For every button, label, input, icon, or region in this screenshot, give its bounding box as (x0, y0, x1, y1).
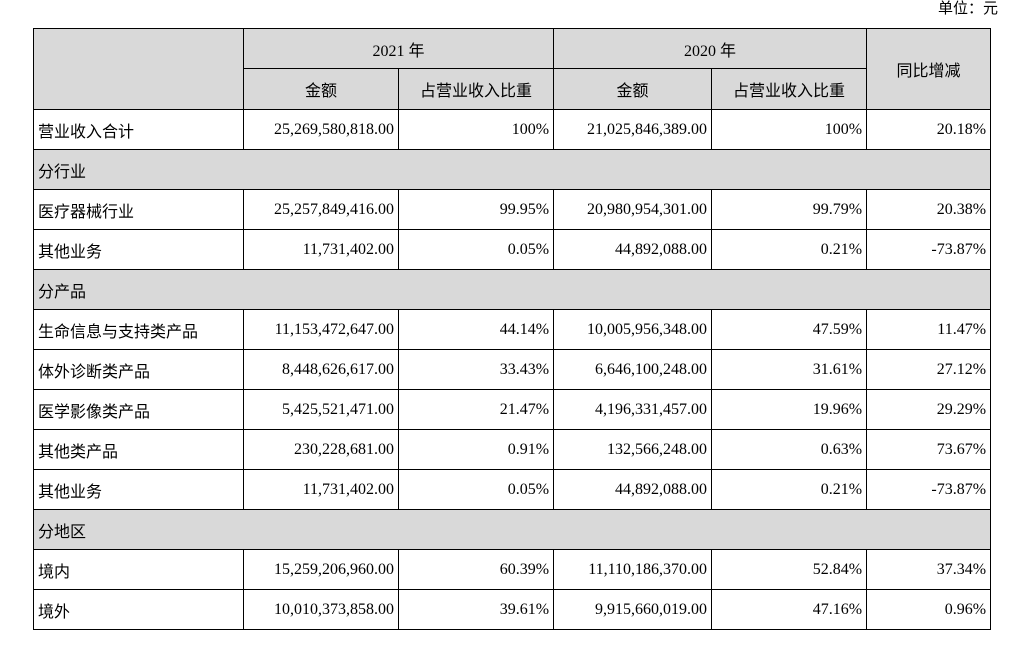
value-cell: 25,269,580,818.00 (243, 109, 399, 150)
row-label: 营业收入合计 (33, 109, 244, 150)
value-cell: 11.47% (866, 309, 992, 350)
value-cell: 11,731,402.00 (243, 229, 399, 270)
value-cell: 8,448,626,617.00 (243, 349, 399, 390)
row-label: 境外 (33, 589, 244, 630)
yoy-header: 同比增减 (866, 28, 992, 110)
value-cell: 99.95% (397, 189, 555, 230)
column-header: 占营业收入比重 (397, 68, 555, 110)
column-header: 占营业收入比重 (711, 68, 868, 110)
row-label: 生命信息与支持类产品 (33, 309, 244, 350)
column-header: 金额 (243, 68, 399, 110)
value-cell: 20.18% (866, 109, 992, 150)
value-cell: 11,153,472,647.00 (243, 309, 399, 350)
value-cell: 20,980,954,301.00 (553, 189, 713, 230)
section-row: 分行业 (32, 149, 992, 190)
value-cell: 0.05% (397, 469, 555, 510)
data-row: 境内 15,259,206,960.00 60.39% 11,110,186,370.… (33, 549, 992, 590)
data-row: 其他业务 11,731,402.00 0.05% 44,892,088.00 0.21%… (33, 469, 992, 510)
section-label: 分行业 (32, 149, 992, 190)
corner-cell (33, 28, 244, 110)
section-label: 分地区 (32, 509, 992, 550)
unit-label: 单位：元 (937, 1, 998, 17)
value-cell: 15,259,206,960.00 (243, 549, 399, 590)
value-cell: 100% (397, 109, 555, 150)
value-cell: 0.91% (397, 429, 555, 470)
value-cell: 39.61% (397, 589, 555, 630)
value-cell: 73.67% (866, 429, 992, 470)
value-cell: 29.29% (866, 389, 992, 430)
value-cell: 0.05% (397, 229, 555, 270)
value-cell: 0.21% (711, 229, 868, 270)
value-cell: 33.43% (397, 349, 555, 390)
value-cell: 230,228,681.00 (243, 429, 399, 470)
value-cell: 37.34% (866, 549, 992, 590)
row-label: 其他类产品 (33, 429, 244, 470)
value-cell: 47.16% (711, 589, 868, 630)
section-row: 分地区 (32, 509, 992, 550)
value-cell: -73.87% (866, 229, 992, 270)
table-body: 营业收入合计 25,269,580,818.00 100% 21,025,846,38… (32, 109, 992, 630)
value-cell: 47.59% (711, 309, 868, 350)
value-cell: 52.84% (711, 549, 868, 590)
value-cell: 10,010,373,858.00 (243, 589, 399, 630)
data-row: 境外 10,010,373,858.00 39.61% 9,915,660,019.0… (33, 589, 992, 630)
value-cell: 132,566,248.00 (553, 429, 713, 470)
section-label: 分产品 (32, 269, 992, 310)
value-cell: 5,425,521,471.00 (243, 389, 399, 430)
value-cell: 100% (711, 109, 868, 150)
value-cell: 6,646,100,248.00 (553, 349, 713, 390)
value-cell: 27.12% (866, 349, 992, 390)
value-cell: 0.96% (866, 589, 992, 630)
row-label: 境内 (33, 549, 244, 590)
data-row: 体外诊断类产品 8,448,626,617.00 33.43% 6,646,100,2… (33, 349, 992, 390)
data-row: 营业收入合计 25,269,580,818.00 100% 21,025,846,38… (33, 109, 992, 150)
value-cell: 99.79% (711, 189, 868, 230)
column-header: 金额 (553, 68, 713, 110)
value-cell: 11,110,186,370.00 (553, 549, 713, 590)
row-label: 医疗器械行业 (33, 189, 244, 230)
value-cell: 44,892,088.00 (553, 229, 713, 270)
row-label: 体外诊断类产品 (33, 349, 244, 390)
value-cell: 0.63% (711, 429, 868, 470)
year-header: 2021 年 (242, 28, 555, 69)
data-row: 生命信息与支持类产品 11,153,472,647.00 44.14% 10,005,… (33, 309, 992, 350)
data-row: 其他类产品 230,228,681.00 0.91% 132,566,248.00 0.… (33, 429, 992, 470)
value-cell: 25,257,849,416.00 (243, 189, 399, 230)
value-cell: 44,892,088.00 (553, 469, 713, 510)
value-cell: 20.38% (866, 189, 992, 230)
row-label: 医学影像类产品 (33, 389, 244, 430)
row-label: 其他业务 (33, 469, 244, 510)
value-cell: 19.96% (711, 389, 868, 430)
value-cell: 9,915,660,019.00 (553, 589, 713, 630)
value-cell: 60.39% (397, 549, 555, 590)
revenue-table: 2021 年 2020 年 同比增减 金额 占营业收入比重 金额 占营业收入比重… (32, 28, 992, 630)
row-label: 其他业务 (33, 229, 244, 270)
value-cell: 21,025,846,389.00 (553, 109, 713, 150)
data-row: 医学影像类产品 5,425,521,471.00 21.47% 4,196,331,4… (33, 389, 992, 430)
value-cell: 11,731,402.00 (243, 469, 399, 510)
data-row: 其他业务 11,731,402.00 0.05% 44,892,088.00 0.21%… (33, 229, 992, 270)
value-cell: -73.87% (866, 469, 992, 510)
year-header: 2020 年 (553, 28, 868, 69)
value-cell: 4,196,331,457.00 (553, 389, 713, 430)
section-row: 分产品 (32, 269, 992, 310)
value-cell: 21.47% (397, 389, 555, 430)
value-cell: 0.21% (711, 469, 868, 510)
value-cell: 31.61% (711, 349, 868, 390)
value-cell: 10,005,956,348.00 (553, 309, 713, 350)
value-cell: 44.14% (397, 309, 555, 350)
data-row: 医疗器械行业 25,257,849,416.00 99.95% 20,980,954,… (33, 189, 992, 230)
